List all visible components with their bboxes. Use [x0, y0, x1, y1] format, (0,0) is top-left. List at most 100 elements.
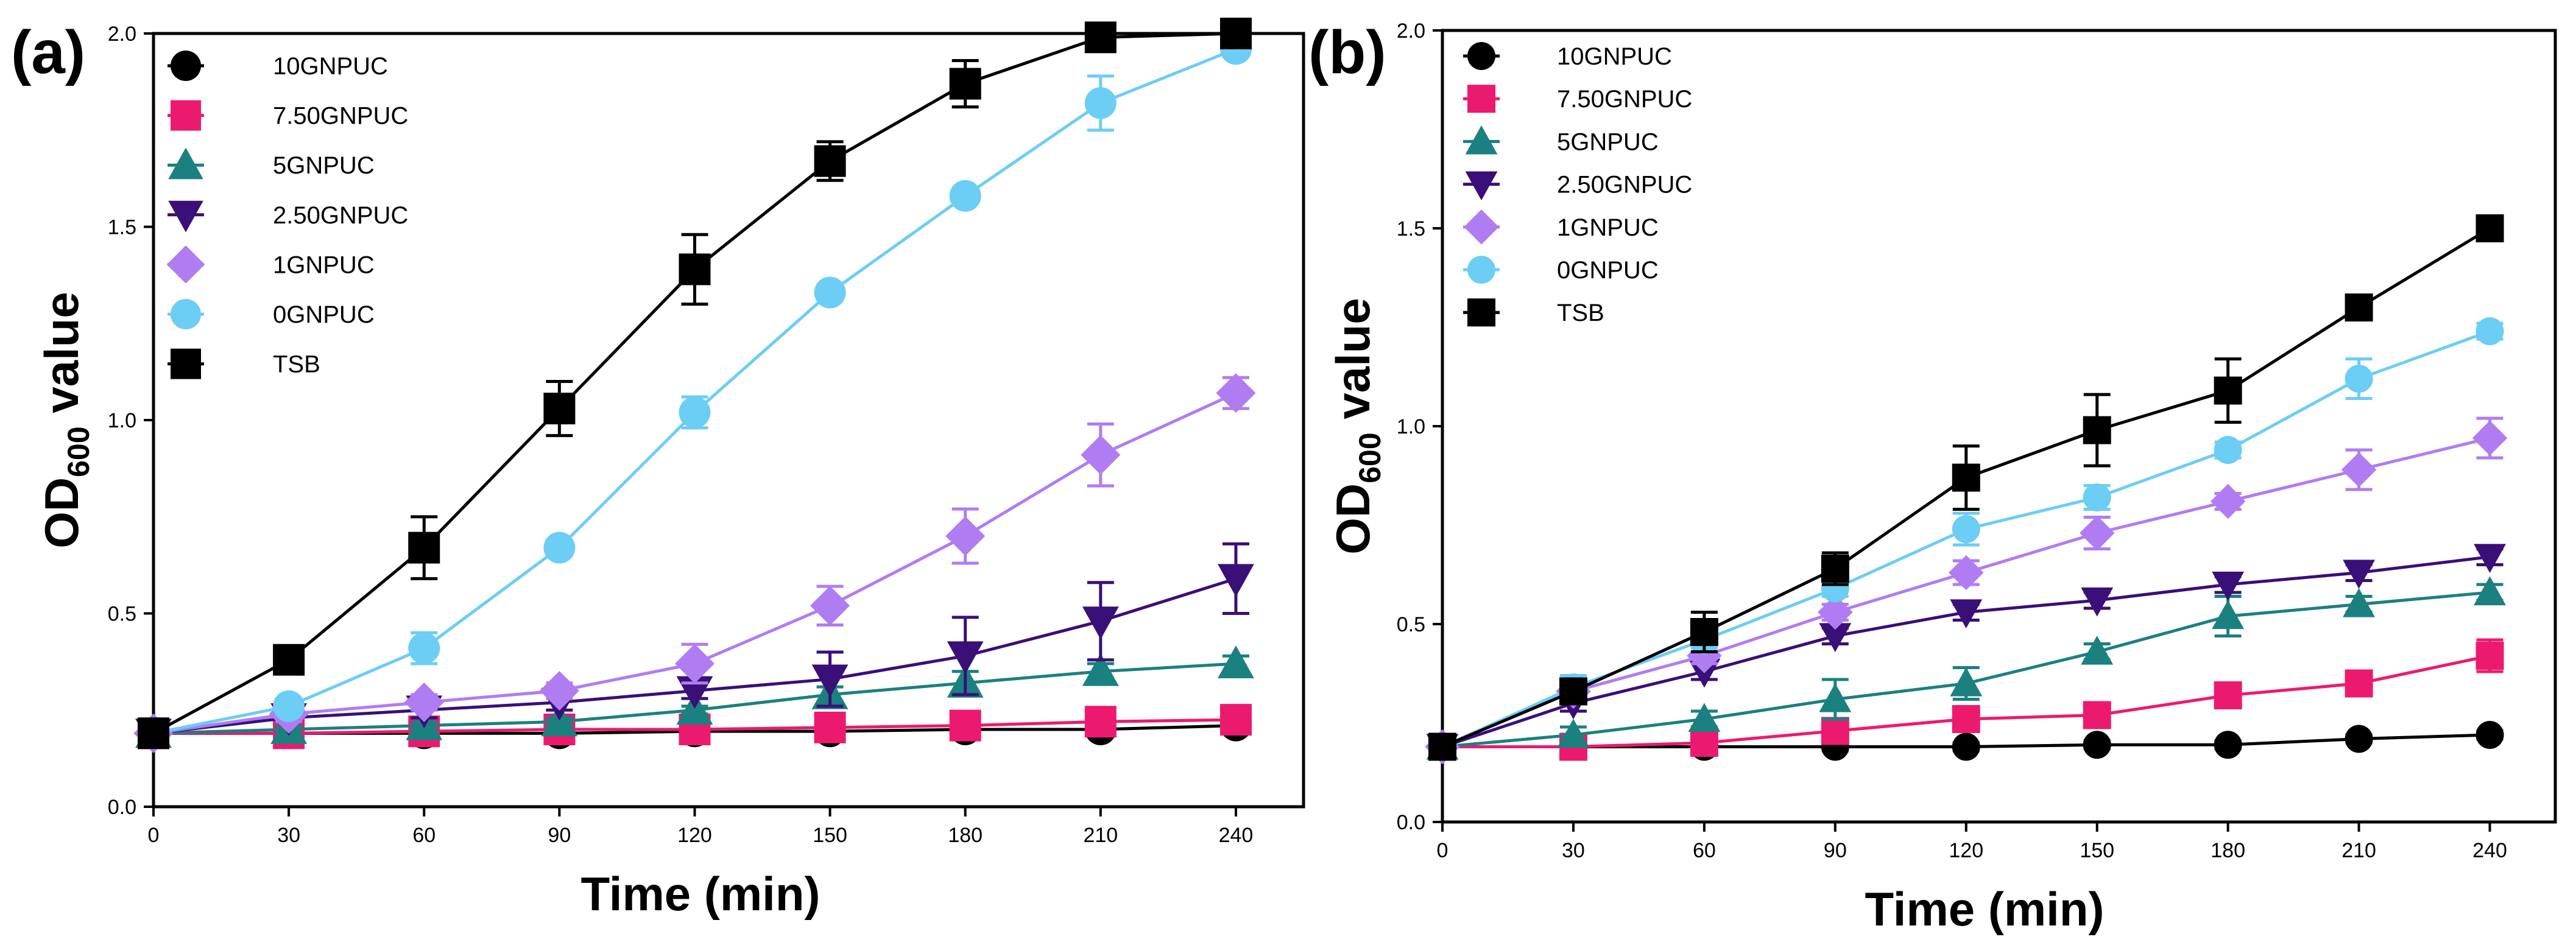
x-tick-label: 90 — [548, 824, 571, 847]
data-point — [1690, 729, 1718, 757]
y-tick-label: 2.0 — [1397, 19, 1425, 43]
y-axis-title-main: OD — [1326, 483, 1380, 555]
data-point — [1952, 732, 1980, 761]
data-point — [679, 253, 711, 286]
data-point — [949, 180, 981, 212]
data-point — [2341, 452, 2377, 488]
legend-item: 2.50GNPUC — [1463, 171, 1692, 201]
legend-marker — [1465, 171, 1498, 201]
data-point — [2083, 701, 2111, 729]
data-point — [2083, 416, 2111, 444]
x-tick-label: 210 — [2341, 839, 2376, 862]
data-point — [1821, 717, 1849, 745]
data-point — [814, 145, 846, 177]
data-point — [679, 396, 711, 429]
data-point — [1084, 21, 1117, 54]
data-point — [2345, 365, 2373, 393]
data-point — [2083, 731, 2111, 759]
data-point — [2081, 636, 2114, 665]
data-point — [1819, 683, 1852, 712]
x-tick-label: 150 — [2080, 839, 2114, 862]
data-point — [2081, 587, 2114, 617]
x-tick-label: 60 — [1693, 839, 1716, 862]
data-point — [2475, 317, 2504, 345]
legend-label: TSB — [1557, 300, 1604, 326]
x-tick-label: 120 — [677, 824, 712, 847]
y-axis-title-main: OD — [35, 477, 88, 549]
legend-item: 7.50GNPUC — [168, 100, 408, 131]
y-axis-title-rest: value — [35, 292, 88, 426]
data-point — [1952, 463, 1980, 492]
y-axis-title-rest: value — [1326, 298, 1380, 432]
legend-item: 10GNPUC — [168, 51, 388, 81]
data-point — [408, 532, 440, 564]
legend-label: 1GNPUC — [273, 251, 375, 278]
y-axis-title-subscript: 600 — [62, 426, 96, 477]
data-point — [273, 690, 305, 722]
x-tick-label: 90 — [1824, 839, 1847, 862]
x-tick-label: 240 — [1219, 824, 1254, 847]
data-point — [2474, 576, 2506, 606]
legend-marker — [1467, 85, 1495, 113]
series-TSB — [138, 18, 1252, 750]
y-tick-label: 1.5 — [1397, 217, 1425, 241]
y-axis-title-subscript: 600 — [1353, 432, 1387, 483]
data-point — [2210, 483, 2246, 519]
data-point — [539, 671, 579, 711]
data-point — [1084, 87, 1117, 119]
series-TSB — [1428, 214, 2504, 761]
legend-label: 2.50GNPUC — [273, 202, 408, 229]
legend-item: 7.50GNPUC — [1463, 85, 1692, 113]
legend-item: 5GNPUC — [1463, 125, 1659, 155]
data-point — [1428, 732, 1456, 761]
data-point — [2212, 571, 2245, 601]
legend-label: 10GNPUC — [1557, 43, 1672, 70]
data-point — [814, 276, 846, 309]
data-point — [1952, 515, 1980, 543]
legend-item: 1GNPUC — [1463, 209, 1659, 245]
legend-marker — [1467, 298, 1495, 327]
y-tick-label: 2.0 — [108, 23, 136, 46]
data-point — [2475, 721, 2504, 749]
data-point — [2214, 681, 2242, 709]
data-point — [949, 68, 981, 100]
x-tick-label: 180 — [948, 824, 983, 847]
legend-item: TSB — [1463, 298, 1604, 327]
series-0GNPUC — [138, 33, 1252, 750]
legend-item: 0GNPUC — [1463, 256, 1659, 284]
legend-marker — [171, 299, 201, 329]
data-point — [2214, 376, 2242, 405]
data-point — [1216, 373, 1256, 413]
data-point — [1950, 667, 1983, 697]
legend-marker — [1464, 209, 1499, 245]
data-point — [1688, 703, 1721, 732]
y-tick-label: 1.5 — [108, 216, 136, 239]
legend-label: 10GNPUC — [273, 53, 388, 80]
data-point — [1950, 599, 1983, 628]
legend-marker — [1465, 125, 1498, 155]
y-axis-title: OD600 value — [1326, 298, 1387, 555]
panel-label: (a) — [11, 18, 85, 86]
data-point — [945, 516, 986, 556]
legend-label: 0GNPUC — [273, 301, 375, 328]
x-axis-title: Time (min) — [581, 867, 820, 921]
panel-a: (a) 0 30 60 90 120 150 180 210 240 0.0 0.5 1.0 1.5 2.0… — [11, 18, 1305, 921]
x-tick-label: 0 — [1437, 839, 1449, 862]
legend-item: 1GNPUC — [166, 245, 375, 284]
legend-label: 7.50GNPUC — [273, 103, 408, 130]
legend-item: 0GNPUC — [168, 299, 375, 329]
data-point — [1557, 718, 1590, 748]
data-point — [1818, 594, 1853, 630]
data-point — [543, 532, 576, 564]
legend-marker — [1467, 256, 1495, 284]
data-point — [1821, 555, 1849, 583]
data-point — [949, 709, 981, 742]
data-point — [543, 392, 576, 424]
data-point — [2475, 214, 2504, 242]
data-point — [138, 717, 169, 750]
legend-item: TSB — [168, 348, 320, 379]
legend-label: 7.50GNPUC — [1557, 86, 1692, 113]
y-axis-title: OD600 value — [35, 292, 96, 549]
x-tick-label: 60 — [412, 824, 436, 847]
